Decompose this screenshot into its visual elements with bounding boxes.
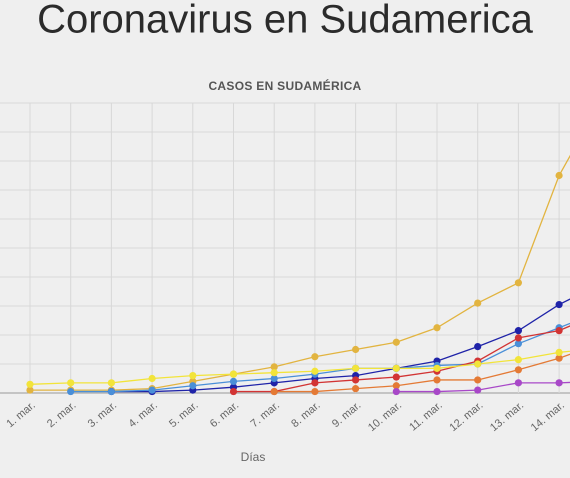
data-point	[474, 376, 482, 384]
x-tick-label: 11. mar.	[407, 399, 445, 433]
x-tick-label: 1. mar.	[4, 399, 37, 430]
data-point	[189, 382, 197, 390]
data-point	[555, 300, 563, 309]
x-tick-label: 8. mar.	[289, 399, 322, 430]
data-point	[148, 386, 156, 394]
x-tick-label: 12. mar.	[447, 399, 485, 434]
x-tick-label: 7. mar.	[249, 399, 282, 430]
series-line	[111, 298, 570, 393]
data-point	[229, 377, 238, 385]
data-point	[107, 379, 115, 387]
data-point	[514, 366, 523, 374]
x-tick-label: 4. mar.	[126, 399, 159, 430]
data-point	[392, 373, 400, 381]
data-point	[433, 364, 441, 372]
data-point	[514, 327, 523, 335]
data-point	[514, 340, 523, 348]
series-line	[233, 325, 570, 393]
data-point	[433, 376, 441, 384]
data-point	[189, 372, 197, 380]
data-point	[555, 327, 563, 335]
data-point	[392, 382, 400, 390]
data-point	[555, 354, 563, 362]
series-line	[396, 381, 570, 393]
data-point	[270, 363, 278, 371]
data-point	[555, 171, 563, 180]
data-point	[474, 299, 482, 307]
x-axis-label: Días	[241, 450, 266, 464]
x-tick-label: 3. mar.	[86, 399, 119, 430]
data-point	[270, 369, 278, 377]
data-point	[67, 387, 75, 396]
data-point	[67, 379, 75, 387]
x-tick-label: 6. mar.	[208, 399, 241, 430]
data-point	[107, 387, 115, 396]
data-point	[514, 334, 523, 342]
data-point	[311, 387, 319, 396]
data-point	[311, 379, 319, 387]
data-point	[514, 279, 523, 287]
x-tick-label: 5. mar.	[167, 399, 200, 430]
data-point	[270, 387, 278, 396]
data-point	[474, 360, 482, 368]
data-point	[433, 387, 441, 396]
series-line	[274, 353, 570, 393]
x-tick-label: 10. mar.	[366, 399, 404, 434]
x-tick-label: 9. mar.	[330, 399, 363, 430]
data-point	[392, 387, 400, 396]
data-point	[229, 370, 238, 378]
data-point	[474, 386, 482, 394]
data-point	[26, 380, 34, 388]
data-point	[270, 374, 278, 383]
x-tick-label: 2. mar.	[45, 399, 78, 430]
data-point	[352, 345, 360, 354]
data-point	[311, 353, 319, 361]
x-tick-label: 14. mar.	[529, 399, 567, 434]
data-point	[229, 387, 238, 396]
data-point	[311, 367, 319, 375]
data-point	[392, 364, 400, 372]
chart-title: CASOS EN SUDAMÉRICA	[208, 78, 361, 93]
data-point	[26, 386, 34, 394]
data-point	[555, 379, 563, 387]
page-title: Coronavirus en Sudamerica	[37, 0, 534, 42]
data-point	[392, 338, 400, 346]
data-point	[352, 385, 360, 393]
x-tick-label: 13. mar.	[488, 399, 526, 434]
data-point	[433, 324, 441, 332]
series-line	[70, 322, 570, 393]
data-point	[514, 379, 523, 387]
data-point	[555, 348, 563, 356]
data-point	[148, 374, 156, 383]
data-point	[352, 376, 360, 384]
data-point	[514, 356, 523, 364]
data-point	[352, 364, 360, 372]
data-point	[474, 343, 482, 351]
